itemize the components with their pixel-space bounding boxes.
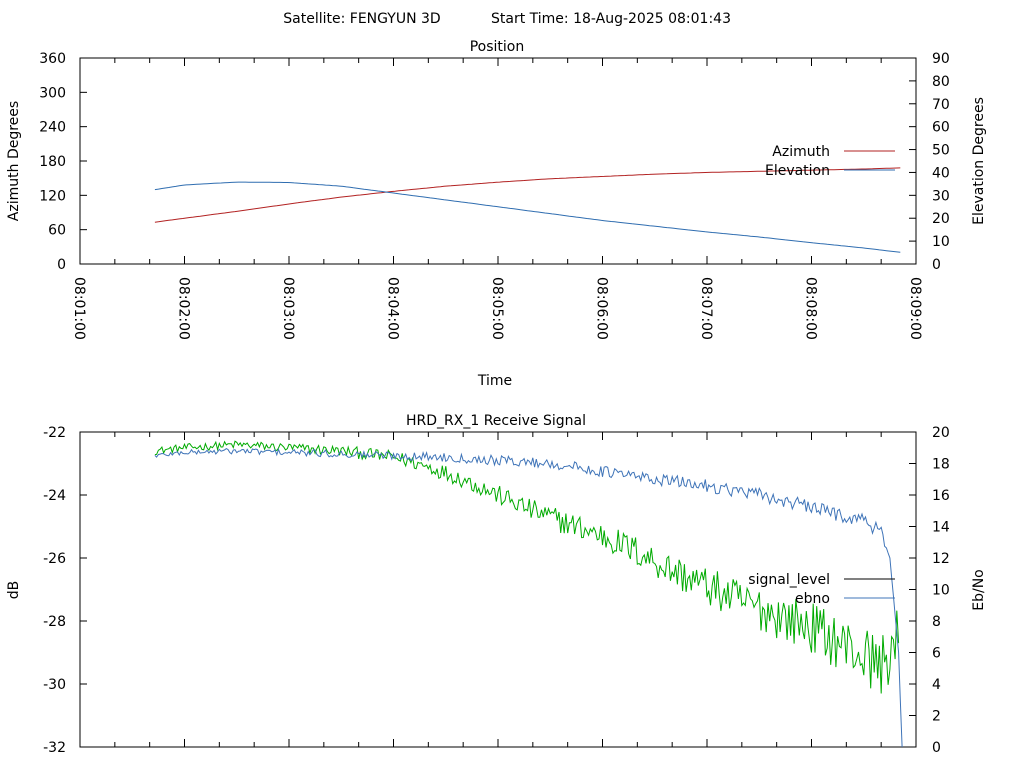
position-x-axis-label: Time xyxy=(477,373,512,389)
x-tick-label: 08:03:00 xyxy=(280,277,296,340)
position-y2-axis-label: Elevation Degrees xyxy=(971,97,987,225)
y2-tick-label: 16 xyxy=(932,488,950,504)
signal-y2-axis-label: Eb/No xyxy=(971,569,987,611)
legend-signal-level-label: signal_level xyxy=(748,572,830,588)
y2-tick-label: 50 xyxy=(932,143,950,159)
satellite-label: Satellite: FENGYUN 3D xyxy=(283,11,440,27)
x-tick-label: 08:01:00 xyxy=(71,277,87,340)
y-tick-label: 0 xyxy=(57,257,66,273)
y-tick-label: -26 xyxy=(43,551,66,567)
signal-chart: HRD_RX_1 Receive Signal dB Eb/No -32-30-… xyxy=(6,413,987,756)
x-tick-label: 08:04:00 xyxy=(385,277,401,340)
y-tick-label: 240 xyxy=(39,120,66,136)
signal-plot-frame xyxy=(79,431,917,748)
y-tick-label: 60 xyxy=(48,223,66,239)
y-tick-label: -28 xyxy=(43,614,66,630)
y2-tick-label: 60 xyxy=(932,120,950,136)
y-tick-label: -32 xyxy=(43,740,66,756)
series-line-ebno xyxy=(154,447,903,748)
y-tick-label: 360 xyxy=(39,51,66,67)
y2-tick-label: 8 xyxy=(932,614,941,630)
y2-tick-label: 2 xyxy=(932,709,941,725)
series-line-signal-level xyxy=(154,440,900,694)
y2-tick-label: 20 xyxy=(932,211,950,227)
x-tick-label: 08:02:00 xyxy=(176,277,192,340)
y-tick-label: -22 xyxy=(43,425,66,441)
series-line-elevation xyxy=(154,181,901,253)
y2-tick-label: 14 xyxy=(932,520,950,536)
legend-azimuth-label: Azimuth xyxy=(772,144,830,160)
y-tick-label: 180 xyxy=(39,154,66,170)
y-tick-label: -24 xyxy=(43,488,66,504)
y2-tick-label: 10 xyxy=(932,583,950,599)
y2-tick-label: 12 xyxy=(932,551,950,567)
y2-tick-label: 4 xyxy=(932,677,941,693)
legend-ebno-label: ebno xyxy=(795,591,830,607)
signal-title: HRD_RX_1 Receive Signal xyxy=(406,413,586,429)
y2-tick-label: 80 xyxy=(932,74,950,90)
signal-series xyxy=(154,440,903,748)
position-series xyxy=(154,167,901,253)
signal-legend: signal_level ebno xyxy=(748,572,895,607)
x-tick-label: 08:05:00 xyxy=(489,277,505,340)
x-tick-label: 08:08:00 xyxy=(803,277,819,340)
series-line-azimuth xyxy=(154,167,901,223)
position-y-ticks: 0 60 120 180 240 300 360 xyxy=(39,51,87,273)
signal-y-ticks: -32 -30 -28 -26 -24 -22 xyxy=(43,425,87,756)
y2-tick-label: 90 xyxy=(932,51,950,67)
x-tick-label: 08:07:00 xyxy=(698,277,714,340)
y2-tick-label: 40 xyxy=(932,165,950,181)
y2-tick-label: 0 xyxy=(932,740,941,756)
y2-tick-label: 20 xyxy=(932,425,950,441)
signal-x-ticks xyxy=(79,432,917,747)
y-tick-label: 300 xyxy=(39,85,66,101)
x-tick-label: 08:06:00 xyxy=(594,277,610,340)
legend-elevation-label: Elevation xyxy=(765,163,830,179)
position-title: Position xyxy=(470,39,525,55)
y2-tick-label: 70 xyxy=(932,97,950,113)
signal-y-axis-label: dB xyxy=(6,581,22,600)
y2-tick-label: 0 xyxy=(932,257,941,273)
position-y2-ticks: 0 10 20 30 40 50 60 70 80 90 xyxy=(909,51,950,273)
y2-tick-label: 10 xyxy=(932,234,950,250)
position-x-ticks: 08:01:00 08:02:00 08:03:00 08:04:00 08:05:00… xyxy=(71,58,923,340)
position-chart: Position Azimuth Degrees Elevation Degre… xyxy=(6,39,987,389)
position-legend: Azimuth Elevation xyxy=(765,144,895,179)
y-tick-label: -30 xyxy=(43,677,66,693)
y2-tick-label: 6 xyxy=(932,646,941,662)
y2-tick-label: 30 xyxy=(932,188,950,204)
y-tick-label: 120 xyxy=(39,188,66,204)
position-y-axis-label: Azimuth Degrees xyxy=(6,101,22,221)
position-plot-frame xyxy=(79,57,917,265)
start-time-label: Start Time: 18-Aug-2025 08:01:43 xyxy=(491,11,731,27)
y2-tick-label: 18 xyxy=(932,457,950,473)
x-tick-label: 08:09:00 xyxy=(907,277,923,340)
signal-y2-ticks: 0 2 4 6 8 10 12 14 16 18 20 xyxy=(909,425,950,756)
